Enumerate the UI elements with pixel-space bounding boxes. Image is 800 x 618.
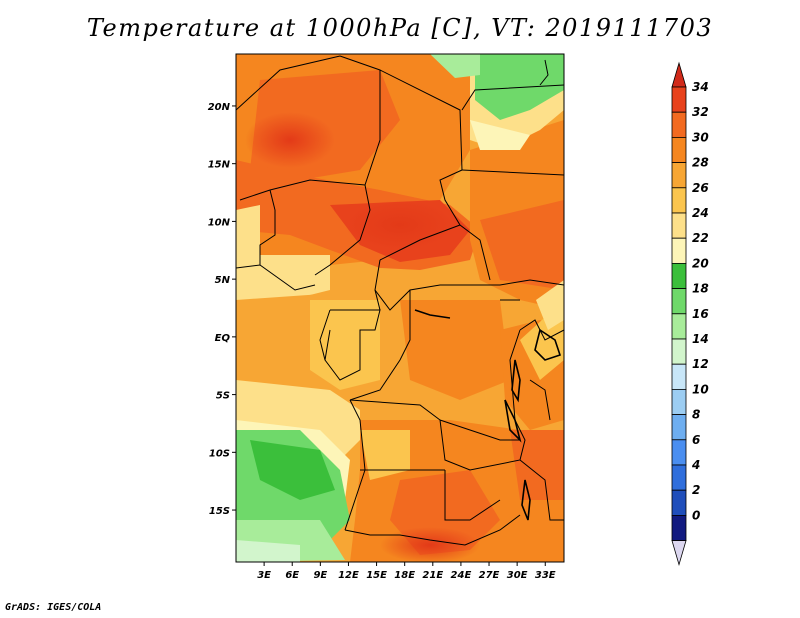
colorbar-swatch [671, 464, 687, 491]
lat-tick-label: 10S [209, 448, 230, 459]
lat-tick-label: 5S [216, 391, 230, 402]
colorbar-swatch [671, 86, 687, 113]
colorbar-swatch [671, 162, 687, 189]
colorbar-label: 8 [692, 408, 700, 422]
colorbar-label: 12 [692, 357, 709, 371]
lon-tick-label: 24E [451, 570, 472, 581]
lon-tick-label: 3E [257, 570, 271, 581]
lat-tick-label: 15S [209, 506, 230, 517]
temperature-field [236, 54, 564, 562]
colorbar-under-triangle [671, 540, 687, 567]
lon-tick-label: 9E [313, 570, 327, 581]
colorbar-label: 10 [692, 382, 709, 396]
colorbar-swatch [671, 262, 687, 289]
lat-tick-label: 15N [208, 160, 231, 171]
colorbar-swatch [671, 212, 687, 239]
lat-tick-label: 5N [215, 275, 231, 286]
colorbar-label: 14 [692, 332, 709, 346]
lakes [414, 309, 562, 521]
colorbar-label: 16 [692, 307, 709, 321]
colorbar-swatch [671, 363, 687, 390]
country-borders [236, 55, 564, 546]
lat-tick-label: EQ [215, 333, 231, 344]
latitude-axis: 20N 15N 10N 5N EQ 5S 10S 15S [208, 102, 236, 517]
colorbar-label: 32 [692, 105, 709, 119]
colorbar-swatch [671, 439, 687, 466]
colorbar-swatch [671, 136, 687, 163]
colorbar-swatch [671, 237, 687, 264]
lon-tick-label: 18E [394, 570, 415, 581]
map-title: Temperature at 1000hPa [C], VT: 20191117… [86, 14, 714, 42]
lon-tick-label: 15E [366, 570, 387, 581]
colorbar-label: 4 [691, 458, 700, 472]
colorbar-label: 24 [692, 206, 709, 220]
colorbar-label: 28 [692, 156, 709, 170]
colorbar-over-triangle [671, 61, 687, 88]
lon-tick-label: 21E [422, 570, 443, 581]
colorbar-swatch [671, 489, 687, 516]
colorbar-label: 20 [692, 256, 709, 270]
colorbar-swatch [671, 338, 687, 365]
colorbar-label: 22 [692, 231, 709, 245]
lat-tick-label: 10N [208, 217, 231, 228]
colorbar-label: 34 [692, 80, 709, 94]
colorbar-label: 18 [692, 282, 709, 296]
grads-credit: GrADS: IGES/COLA [5, 602, 102, 613]
colorbar-swatch [671, 288, 687, 315]
lon-tick-label: 12E [338, 570, 359, 581]
lon-tick-label: 30E [507, 570, 528, 581]
colorbar-swatch [671, 515, 687, 542]
colorbar-swatch [671, 414, 687, 441]
colorbar-label: 26 [692, 181, 709, 195]
colorbar-label: 0 [692, 508, 700, 522]
colorbar-swatch [671, 313, 687, 340]
longitude-axis: 3E 6E 9E 12E 15E 18E 21E 24E 27E 30E 33E [257, 562, 556, 581]
lon-tick-label: 27E [479, 570, 500, 581]
map-frame [235, 53, 565, 563]
colorbar-swatch [671, 111, 687, 138]
colorbar-swatch [671, 187, 687, 214]
colorbar-label: 6 [692, 433, 700, 447]
lat-tick-label: 20N [208, 102, 231, 113]
colorbar-swatch [671, 388, 687, 415]
lon-tick-label: 6E [285, 570, 299, 581]
colorbar-label: 30 [692, 130, 709, 144]
colorbar-label: 2 [692, 483, 700, 497]
lon-tick-label: 33E [535, 570, 556, 581]
